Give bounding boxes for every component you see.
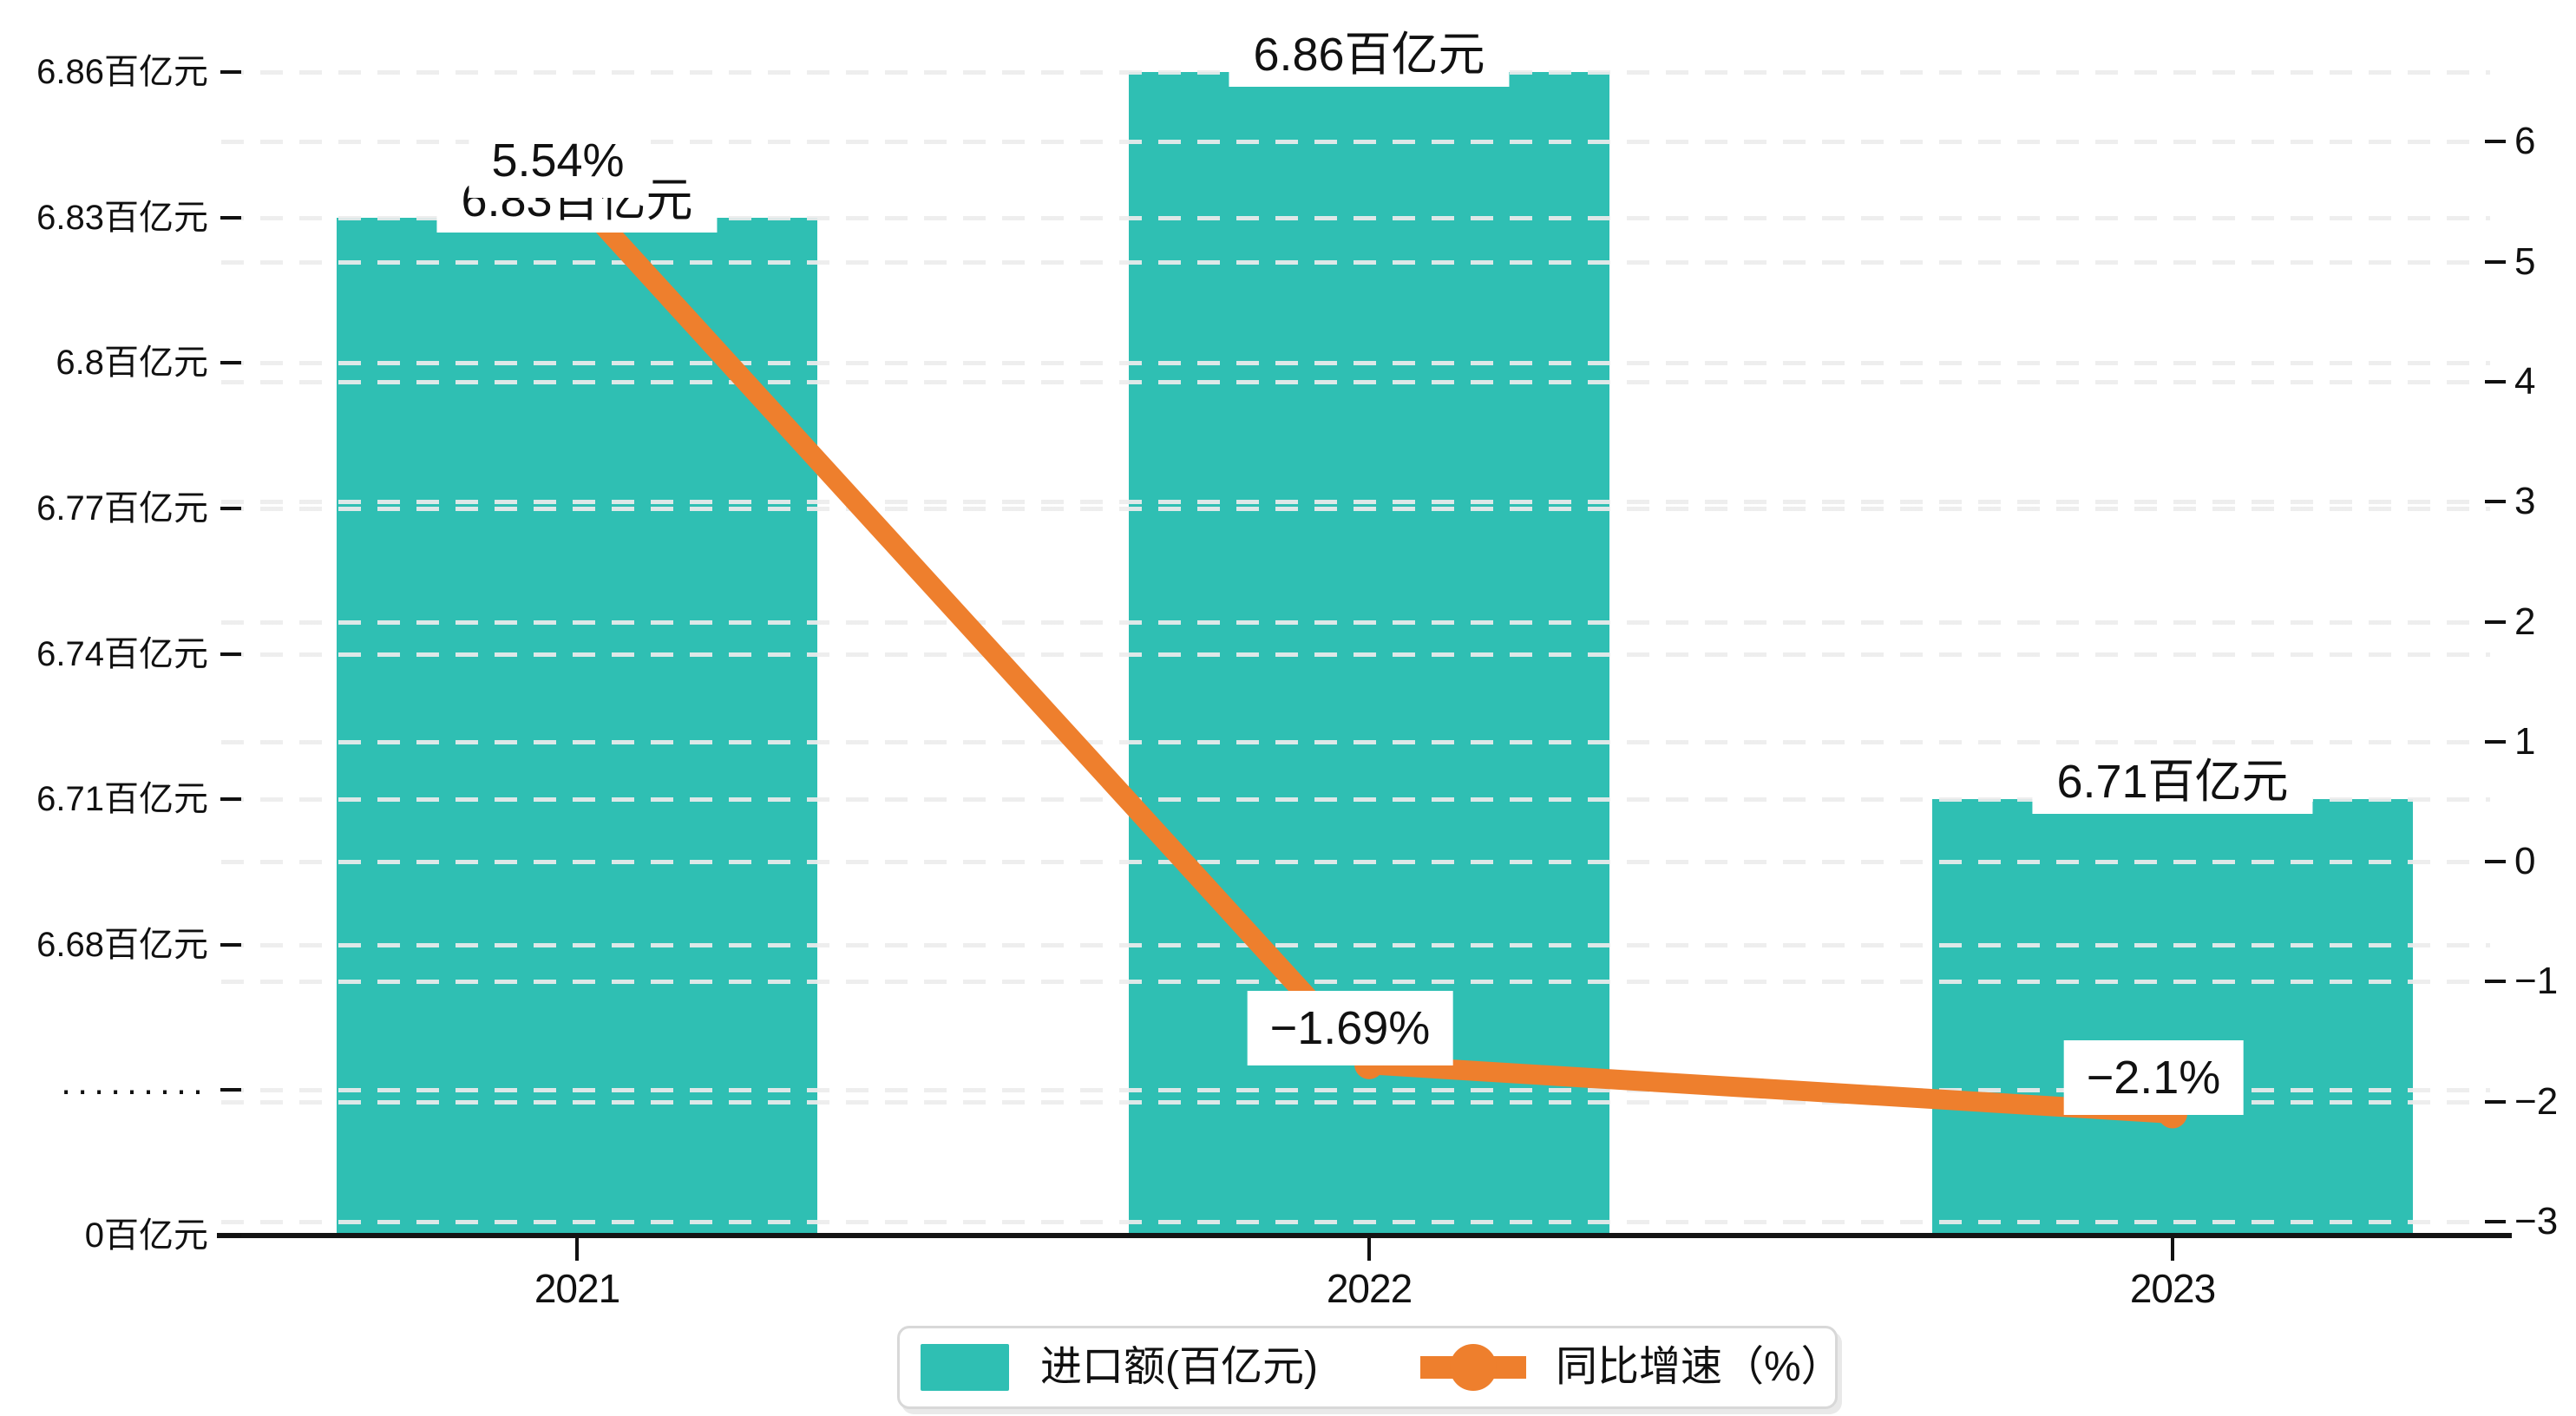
gridline-left-6 [221, 942, 2490, 947]
y-axis-left-tick-label: 6.8百亿元 [56, 344, 208, 383]
y-axis-left-tick [220, 1234, 241, 1237]
y-axis-right-tick [2485, 500, 2506, 504]
y-axis-right-tick [2485, 379, 2506, 384]
y-axis-right-tick [2485, 620, 2506, 624]
gridline-left-2 [221, 361, 2490, 366]
x-axis-tick [575, 1238, 579, 1261]
growth-line [569, 190, 2173, 1124]
y-axis-right-tick [2485, 739, 2506, 744]
y-axis-right-tick [2485, 140, 2506, 144]
bar-value-label-2023: 6.71百亿元 [2032, 750, 2313, 815]
gridline-left-5 [221, 797, 2490, 803]
gridline-right-2 [221, 379, 2490, 384]
legend: 进口额(百亿元) 同比增速（%） [897, 1326, 1843, 1409]
y-axis-right-tick-label: 4 [2514, 359, 2536, 403]
line-series-marker-icon [1419, 1342, 1526, 1393]
y-axis-right-tick-label: 1 [2514, 719, 2536, 763]
gridline-right-6 [221, 860, 2490, 865]
y-axis-left-tick [220, 70, 241, 74]
y-axis-left-tick-label: 6.71百亿元 [36, 780, 208, 819]
y-axis-left-tick-label: 6.74百亿元 [36, 634, 208, 673]
y-axis-left-tick-label: 6.86百亿元 [36, 53, 208, 91]
growth-value-label-2023: −2.1% [2063, 1039, 2244, 1115]
legend-item-imports[interactable]: 进口额(百亿元) [921, 1344, 1318, 1391]
x-axis-line [217, 1233, 2512, 1238]
gridline-left-3 [221, 506, 2490, 511]
y-axis-right-tick-label: −2 [2514, 1079, 2559, 1123]
bar-2023 [1932, 799, 2413, 1236]
bar-series-swatch-icon [921, 1344, 1009, 1391]
y-axis-left-tick [220, 797, 241, 802]
y-axis-right-tick-label: 2 [2514, 600, 2536, 643]
y-axis-left-tick [220, 652, 241, 656]
y-axis-right-tick [2485, 259, 2506, 264]
legend-label-imports: 进口额(百亿元) [1040, 1344, 1318, 1390]
y-axis-right-tick-label: 6 [2514, 120, 2536, 163]
y-axis-left-tick [220, 215, 241, 220]
legend-label-growth: 同比增速（%） [1555, 1344, 1843, 1390]
bar-value-label-2022: 6.86百亿元 [1229, 23, 1510, 87]
y-axis-left-tick-label: 6.77百亿元 [36, 488, 208, 528]
x-axis-tick [2171, 1238, 2174, 1261]
x-axis-label-2021: 2021 [534, 1266, 620, 1311]
growth-value-label-2022: −1.69% [1247, 990, 1453, 1065]
gridline-right-4 [221, 620, 2490, 625]
gridline-right-1 [221, 259, 2490, 265]
gridline-left-7 [221, 1088, 2490, 1093]
y-axis-left-tick [220, 506, 241, 510]
gridline-left-1 [221, 215, 2490, 220]
y-axis-left-tick [220, 1088, 241, 1092]
y-axis-right-tick-label: −1 [2514, 960, 2559, 1003]
y-axis-left-tick [220, 942, 241, 947]
legend-item-growth[interactable]: 同比增速（%） [1318, 1342, 1843, 1393]
y-axis-right-tick-label: 3 [2514, 480, 2536, 523]
gridline-left-4 [221, 652, 2490, 657]
y-axis-left-tick [220, 361, 241, 365]
y-axis-right-tick-label: −3 [2514, 1200, 2559, 1242]
y-axis-right-tick [2485, 1220, 2506, 1223]
gridline-right-0 [221, 140, 2490, 145]
x-axis-tick [1367, 1238, 1371, 1261]
x-axis-label-2023: 2023 [2129, 1266, 2216, 1311]
gridline-right-3 [221, 500, 2490, 505]
gridline-right-8 [221, 1099, 2490, 1105]
gridline-right-7 [221, 980, 2490, 985]
gridline-right-5 [221, 739, 2490, 744]
y-axis-right-tick [2485, 1099, 2506, 1104]
y-axis-left-tick-label: 0百亿元 [84, 1216, 208, 1255]
x-axis-label-2022: 2022 [1326, 1266, 1413, 1311]
y-axis-left-tick-label: 6.68百亿元 [36, 925, 208, 964]
y-axis-right-tick [2485, 980, 2506, 984]
y-axis-right-tick-label: 5 [2514, 239, 2536, 283]
y-axis-right-tick [2485, 860, 2506, 864]
y-axis-left-tick-label: 6.83百亿元 [36, 198, 208, 237]
y-axis-right-tick-label: 0 [2514, 840, 2536, 883]
growth-value-label-2021: 5.54% [469, 122, 647, 198]
gridline-right-9 [221, 1220, 2490, 1224]
y-axis-left-break-label: ········· [60, 1069, 208, 1111]
